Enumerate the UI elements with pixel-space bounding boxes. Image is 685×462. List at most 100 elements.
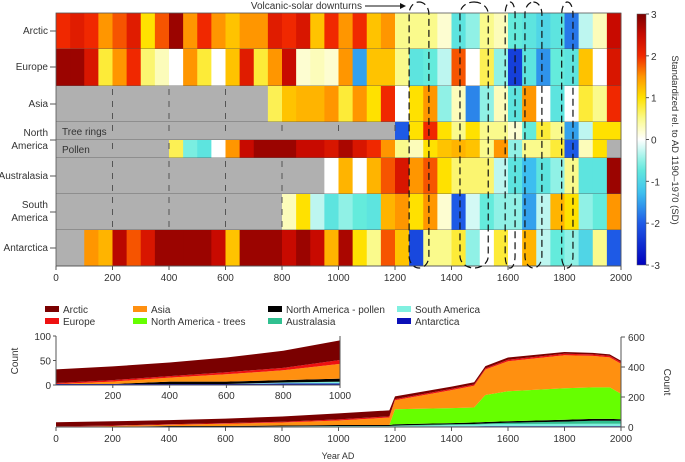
- x-tick-label: 1600: [497, 273, 520, 284]
- heatmap-cell: [84, 230, 99, 266]
- legend-swatch: [268, 306, 282, 312]
- area-australasia: [56, 420, 621, 427]
- heatmap-cell: [169, 122, 184, 140]
- legend-label: North America - trees: [151, 317, 245, 328]
- heatmap-cell: [267, 140, 283, 158]
- heatmap-cell: [253, 194, 269, 230]
- heatmap-cell: [126, 158, 142, 194]
- heatmap-cell: [183, 122, 198, 140]
- heatmap-cell: [395, 13, 410, 49]
- heatmap-cell: [140, 86, 156, 122]
- x-tick-label: 800: [274, 434, 291, 445]
- heatmap-cell: [451, 13, 467, 49]
- heatmap-cell: [479, 86, 495, 122]
- legend-swatch: [268, 318, 282, 324]
- heatmap-cell: [169, 194, 184, 230]
- colorbar-tick-label: 1: [651, 94, 657, 105]
- heatmap-cell: [112, 194, 128, 230]
- heatmap-cell: [98, 158, 113, 194]
- heatmap-cell: [564, 230, 580, 266]
- heatmap-cell: [395, 122, 410, 140]
- heatmap-cell: [112, 13, 128, 49]
- heatmap-cell: [56, 122, 71, 140]
- heatmap-cell: [493, 86, 509, 122]
- x-tick-label: 1400: [440, 434, 463, 445]
- heatmap-cell: [409, 140, 424, 158]
- heatmap-cell: [409, 194, 424, 230]
- heatmap-cell: [296, 194, 311, 230]
- heatmap-cell: [324, 49, 339, 86]
- heatmap-cell: [395, 158, 410, 194]
- heatmap-cell: [606, 230, 622, 266]
- heatmap-cell: [564, 86, 580, 122]
- heatmap-cell: [380, 194, 396, 230]
- x-tick-label: 1800: [553, 434, 576, 445]
- x-tick-label: 1600: [497, 434, 520, 445]
- heatmap-cell: [253, 230, 269, 266]
- heatmap-cell: [423, 158, 438, 194]
- sublabel-pollen: Pollen: [62, 145, 90, 156]
- heatmap-cell: [451, 49, 467, 86]
- heatmap-cell: [479, 140, 495, 158]
- heatmap-cell: [423, 122, 438, 140]
- x-tick-label: 0: [53, 273, 59, 284]
- x-tick-label: 1800: [553, 273, 576, 284]
- heatmap-cell: [592, 158, 608, 194]
- heatmap-cell: [239, 230, 255, 266]
- heatmap-cell: [409, 49, 424, 86]
- heatmap-cell: [267, 158, 283, 194]
- row-label: North: [24, 128, 48, 139]
- heatmap-cell: [140, 49, 156, 86]
- colorbar-tick-label: -3: [651, 261, 660, 272]
- heatmap-cell: [451, 86, 467, 122]
- legend-label: Asia: [151, 305, 171, 316]
- legend-label: North America - pollen: [286, 305, 385, 316]
- heatmap-cell: [70, 140, 85, 158]
- heatmap-cell: [225, 86, 241, 122]
- x-tick-label: 2000: [610, 434, 633, 445]
- heatmap-cell: [197, 86, 212, 122]
- inset-x-tick-label: 200: [104, 391, 121, 402]
- heatmap-cell: [211, 140, 226, 158]
- legend-label: South America: [415, 305, 480, 316]
- heatmap-cell: [211, 122, 226, 140]
- heatmap-cell: [84, 49, 99, 86]
- heatmap-cell: [550, 86, 565, 122]
- heatmap-cell: [70, 158, 85, 194]
- heatmap-cell: [154, 230, 170, 266]
- heatmap-cell: [84, 122, 99, 140]
- heatmap-cell: [592, 13, 608, 49]
- heatmap-cell: [84, 140, 99, 158]
- heatmap-cell: [352, 86, 368, 122]
- heatmap-cell: [126, 13, 142, 49]
- heatmap-cell: [550, 13, 565, 49]
- heatmap-cell: [338, 194, 354, 230]
- heatmap-cell: [395, 49, 410, 86]
- heatmap-cell: [409, 230, 424, 266]
- heatmap-cell: [56, 158, 71, 194]
- heatmap-cell: [126, 122, 142, 140]
- heatmap-cell: [437, 122, 452, 140]
- heatmap-cell: [338, 86, 354, 122]
- heatmap-cell: [395, 86, 410, 122]
- heatmap-cell: [508, 158, 523, 194]
- x-tick-label: 1000: [327, 434, 350, 445]
- heatmap-cell: [536, 194, 551, 230]
- heatmap-cell: [211, 158, 226, 194]
- heatmap-cell: [522, 13, 537, 49]
- heatmap-cell: [564, 140, 580, 158]
- heatmap-cell: [564, 49, 580, 86]
- row-label: Europe: [16, 62, 49, 73]
- heatmap-cell: [493, 49, 509, 86]
- legend-swatch: [45, 306, 59, 312]
- heatmap-cell: [84, 194, 99, 230]
- heatmap-cell: [296, 158, 311, 194]
- heatmap-cell: [211, 86, 226, 122]
- y-tick-label-right: 600: [628, 333, 645, 344]
- x-tick-label: 400: [161, 273, 178, 284]
- heatmap-cell: [522, 86, 537, 122]
- heatmap-cell: [479, 230, 495, 266]
- heatmap-cell: [154, 49, 170, 86]
- heatmap-cell: [253, 49, 269, 86]
- heatmap-cell: [423, 140, 438, 158]
